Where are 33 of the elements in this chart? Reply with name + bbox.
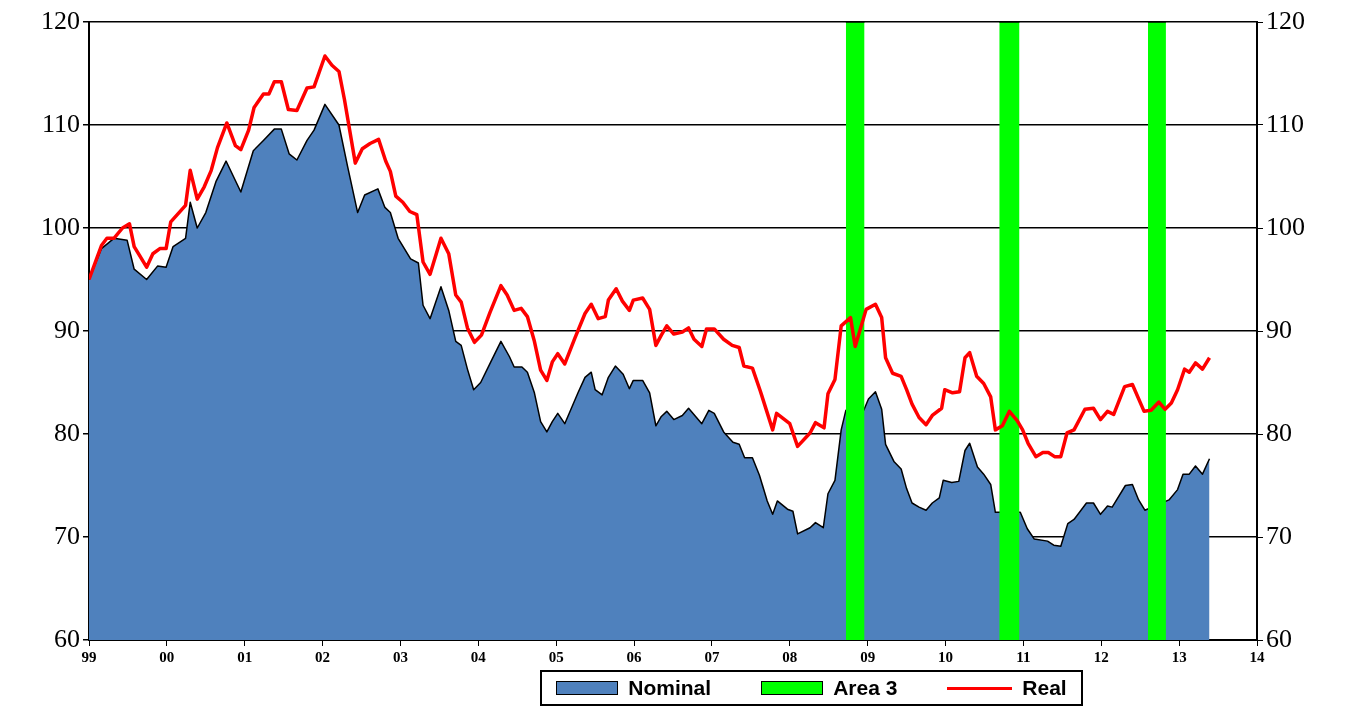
y-tick-label: 90: [1266, 314, 1292, 344]
x-tick-label: 13: [1171, 648, 1187, 665]
x-tick-label: 02: [315, 648, 331, 665]
legend-label: Area 3: [833, 676, 898, 700]
legend-label: Nominal: [628, 676, 712, 700]
y2-tick-label: 120: [41, 5, 80, 35]
y-tick-label: 80: [1266, 417, 1292, 447]
y-tick-label: 100: [1266, 211, 1305, 241]
x-tick-label: 12: [1093, 648, 1109, 665]
y-tick-label: 110: [1266, 108, 1305, 138]
x-tick-label: 14: [1249, 648, 1265, 665]
x-tick-label: 08: [782, 648, 798, 665]
y2-tick-label: 90: [54, 314, 80, 344]
x-tick-label: 05: [548, 648, 564, 665]
x-tick-label: 04: [470, 648, 487, 665]
x-tick-label: 09: [860, 648, 876, 665]
x-tick-label: 10: [938, 648, 954, 665]
y-tick-label: 70: [1266, 520, 1292, 550]
x-tick-label: 06: [626, 648, 643, 665]
x-tick-label: 07: [704, 648, 720, 665]
y2-tick-label: 70: [54, 520, 80, 550]
y-tick-label: 120: [1266, 5, 1305, 35]
x-tick-label: 11: [1016, 648, 1031, 665]
y2-tick-label: 60: [54, 623, 80, 653]
y-tick-label: 60: [1266, 623, 1292, 653]
legend-label: Real: [1022, 676, 1067, 700]
x-tick-label: 01: [237, 648, 253, 665]
x-tick-label: 00: [159, 648, 175, 665]
x-tick-label: 99: [81, 648, 97, 665]
y2-tick-label: 110: [41, 108, 80, 138]
y2-tick-label: 80: [54, 417, 80, 447]
x-tick-label: 03: [392, 648, 408, 665]
y2-tick-label: 100: [41, 211, 80, 241]
